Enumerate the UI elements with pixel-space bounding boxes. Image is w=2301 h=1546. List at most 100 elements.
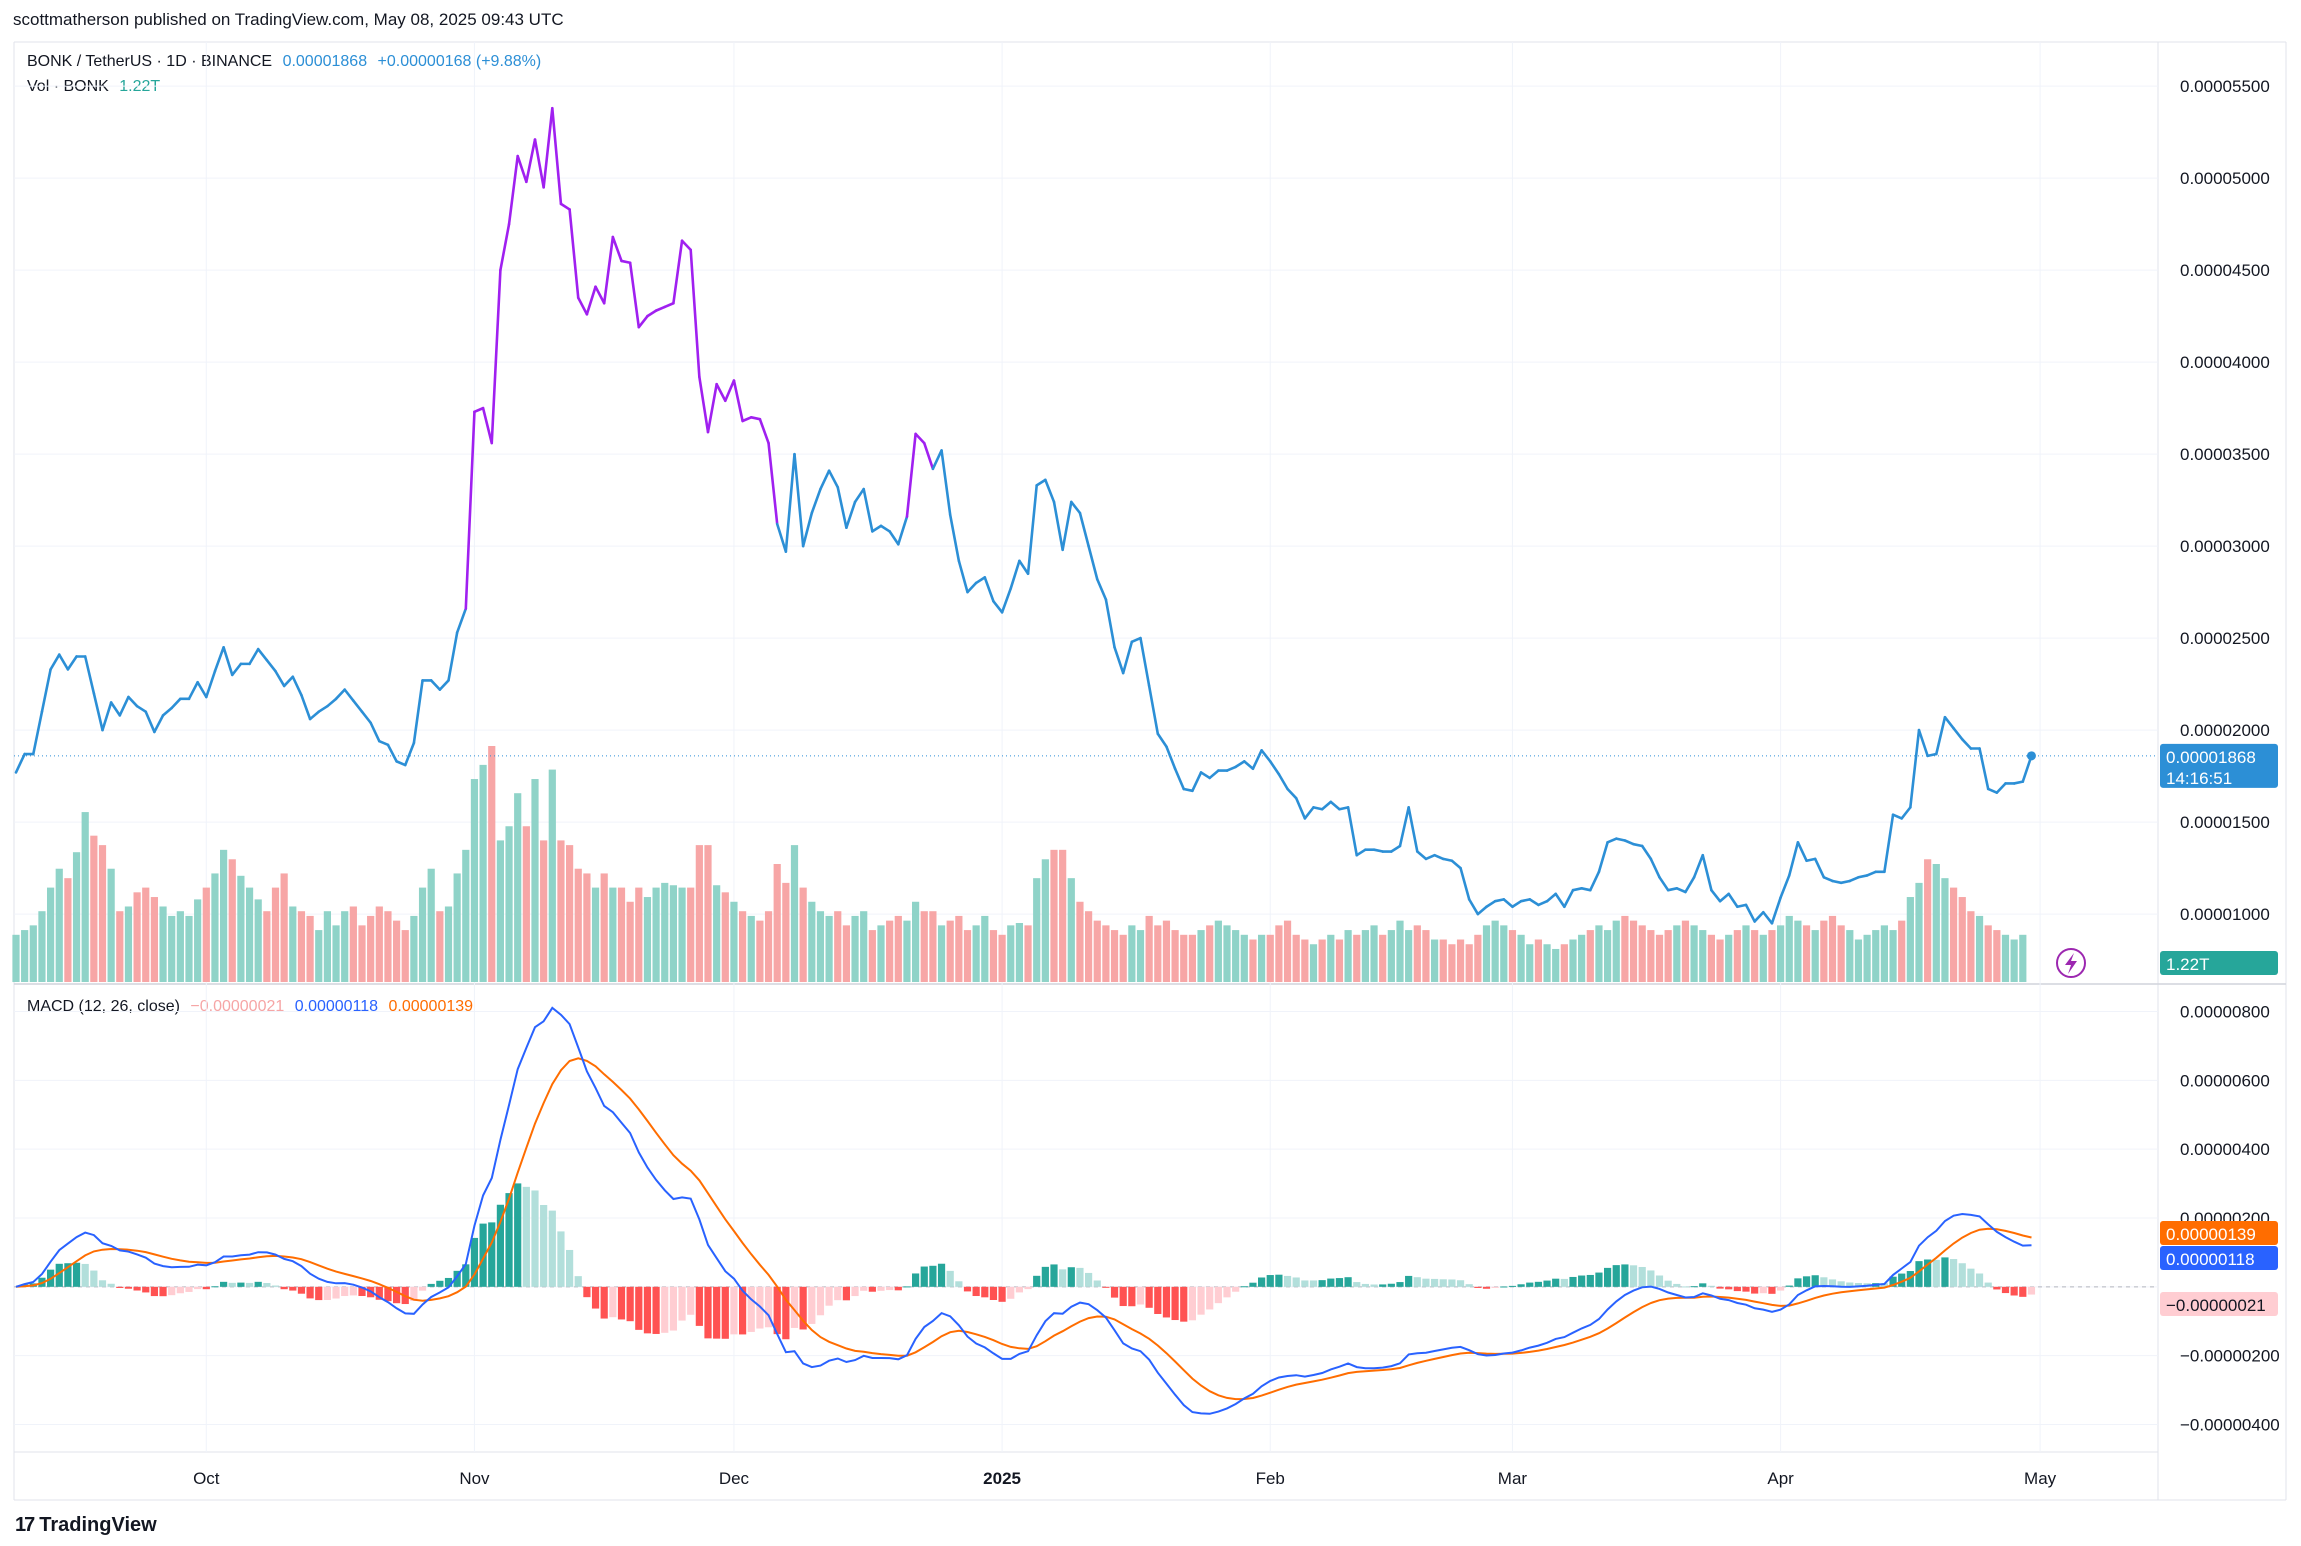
- volume-bar: [1569, 939, 1577, 982]
- price-segment: [836, 485, 848, 530]
- volume-bar: [981, 915, 989, 982]
- macd-histogram-bar: [341, 1286, 349, 1297]
- macd-histogram: [14, 1183, 2158, 1340]
- volume-bar: [531, 779, 539, 982]
- macd-histogram-bar: [1422, 1278, 1430, 1287]
- macd-histogram-bar: [375, 1286, 383, 1300]
- macd-histogram-bar: [202, 1286, 210, 1290]
- macd-histogram-bar: [1906, 1271, 1914, 1287]
- volume-bar: [825, 915, 833, 982]
- lightning-icon[interactable]: [2056, 948, 2086, 978]
- macd-histogram-bar: [1076, 1267, 1084, 1287]
- price-segment: [1684, 875, 1696, 894]
- macd-histogram-bar: [410, 1286, 418, 1301]
- volume-bar: [1015, 923, 1023, 982]
- macd-histogram-bar: [764, 1286, 773, 1328]
- time-axis[interactable]: Oct Nov Dec 2025 Feb Mar Apr May: [193, 1469, 2057, 1488]
- volume-bar: [566, 845, 574, 982]
- volume-bar: [1076, 901, 1084, 982]
- macd-label[interactable]: MACD (12, 26, close): [27, 998, 180, 1015]
- macd-histogram-bar: [488, 1222, 496, 1287]
- volume-bar: [1889, 930, 1897, 982]
- macd-histogram-bar: [591, 1286, 600, 1309]
- macd-histogram-bar: [1067, 1267, 1075, 1287]
- macd-histogram-bar: [1387, 1283, 1395, 1287]
- macd-histogram-bar: [479, 1223, 487, 1287]
- price-segment: [1035, 478, 1047, 487]
- volume-bar: [1837, 925, 1845, 982]
- tradingview-footer[interactable]: 17 TradingView: [15, 1514, 157, 1537]
- macd-histogram-bar: [1629, 1265, 1638, 1287]
- volume-bar: [842, 925, 850, 982]
- price-segment: [412, 679, 424, 745]
- volume-bar: [427, 868, 435, 982]
- volume-bar: [1612, 920, 1620, 982]
- price-segment: [2012, 780, 2025, 785]
- price-segment: [1476, 905, 1488, 916]
- volume-bar: [1024, 925, 1032, 982]
- volume-bar: [1828, 915, 1837, 982]
- macd-histogram-bar: [280, 1286, 288, 1290]
- price-segment: [222, 646, 234, 677]
- volume-bar: [12, 934, 20, 982]
- volume-bar: [1854, 939, 1863, 982]
- volume-bar: [1050, 849, 1058, 982]
- volume-bar: [1984, 925, 1992, 982]
- price-axis[interactable]: 0.00001000 0.00001500 0.00002000 0.00002500…: [2180, 77, 2270, 924]
- macd-histogram-bar: [124, 1286, 133, 1289]
- price-segment: [611, 235, 623, 263]
- price-change: +0.00000168 (+9.88%): [377, 53, 542, 70]
- macd-histogram-bar: [393, 1286, 401, 1304]
- macd-histogram-bar: [1041, 1266, 1049, 1287]
- tradingview-logo-icon: 17: [15, 1514, 35, 1536]
- macd-histogram-bar: [185, 1286, 193, 1292]
- price-segment: [464, 410, 476, 610]
- macd-histogram-bar: [1465, 1284, 1473, 1287]
- volume-bar: [1093, 920, 1101, 982]
- macd-histogram-bar: [1197, 1286, 1205, 1315]
- macd-axis[interactable]: 0.000008000.000006000.000004000.00000200…: [2180, 1003, 2280, 1435]
- volume-bar: [1707, 934, 1715, 982]
- volume-bar: [799, 887, 807, 982]
- macd-histogram-bar: [1828, 1279, 1837, 1287]
- price-segment: [654, 305, 667, 312]
- price-segment: [1718, 892, 1730, 903]
- volume-bar: [1197, 930, 1205, 982]
- macd-histogram-bar: [1569, 1276, 1577, 1287]
- volume-bar: [1820, 920, 1828, 982]
- volume-bar: [1327, 934, 1335, 982]
- time-tick-label: Feb: [1256, 1469, 1285, 1488]
- volume-bar: [583, 873, 591, 982]
- volume-bar: [1768, 930, 1776, 982]
- signal-badge-text: 0.00000139: [2166, 1225, 2256, 1244]
- volume-bar: [514, 793, 522, 982]
- volume-bar: [1863, 934, 1871, 982]
- macd-histogram-bar: [1664, 1280, 1672, 1287]
- symbol-name[interactable]: BONK / TetherUS · 1D · BINANCE: [27, 53, 273, 70]
- volume-bar: [1370, 925, 1378, 982]
- volume-bar: [1655, 934, 1664, 982]
- price-segment: [646, 309, 658, 318]
- volume-bar: [1456, 939, 1465, 982]
- volume-bar: [955, 915, 963, 982]
- price-segment: [438, 679, 450, 691]
- macd-signal-value: 0.00000139: [388, 998, 474, 1015]
- volume-bar: [297, 911, 306, 982]
- volume-bar: [1915, 882, 1923, 982]
- price-segment: [1813, 857, 1826, 879]
- macd-histogram-bar: [1110, 1286, 1119, 1298]
- tradingview-brand: TradingView: [39, 1514, 157, 1536]
- price-segment: [1848, 875, 1860, 883]
- volume-bar: [124, 906, 133, 982]
- volume-bar: [972, 925, 980, 982]
- time-tick-label: 2025: [983, 1469, 1021, 1488]
- macd-histogram-bar: [444, 1277, 453, 1287]
- macd-histogram-bar: [1699, 1283, 1707, 1287]
- volume-bar: [1474, 934, 1482, 982]
- macd-histogram-bar: [1033, 1275, 1041, 1287]
- price-tick-label: 0.00003500: [2180, 445, 2270, 464]
- macd-histogram-bar: [107, 1283, 115, 1287]
- time-tick-label: Oct: [193, 1469, 220, 1488]
- price-segment: [1061, 500, 1073, 552]
